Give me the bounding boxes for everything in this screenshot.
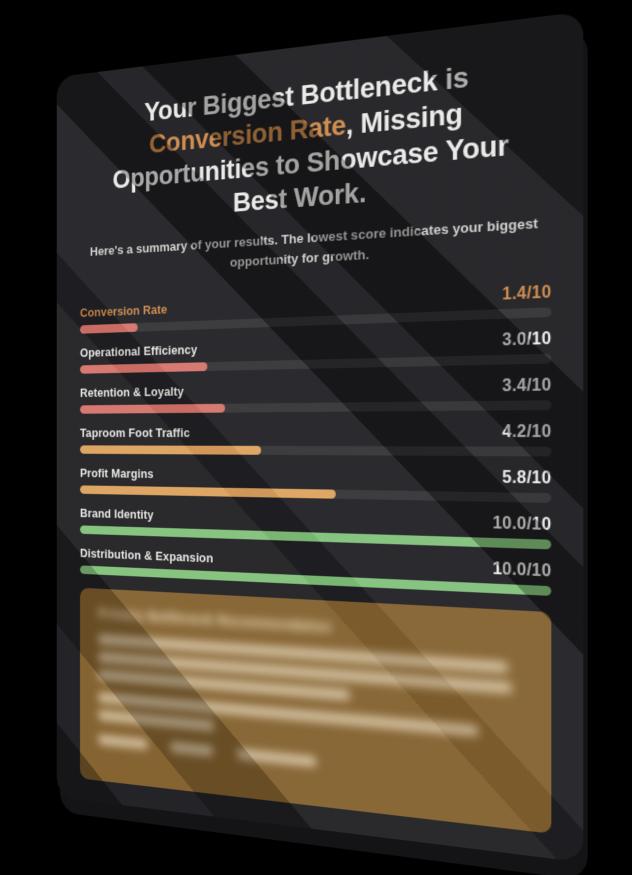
results-header: Your Biggest Bottleneck is Conversion Ra… bbox=[57, 11, 583, 282]
score-row-retention-loyalty: Retention & Loyalty 3.4/10 bbox=[80, 377, 551, 414]
score-label: Distribution & Expansion bbox=[80, 545, 214, 566]
blurred-text-line bbox=[97, 710, 215, 731]
score-row-line: Taproom Foot Traffic 4.2/10 bbox=[80, 423, 551, 442]
results-card: Your Biggest Bottleneck is Conversion Ra… bbox=[56, 11, 584, 863]
score-row-profit-margins: Profit Margins 5.8/10 bbox=[80, 465, 552, 504]
score-label: Taproom Foot Traffic bbox=[80, 425, 190, 441]
blurred-text-line bbox=[97, 734, 148, 750]
score-label: Brand Identity bbox=[80, 505, 154, 523]
score-bar-track bbox=[80, 485, 552, 504]
score-value: 3.0/10 bbox=[502, 330, 552, 350]
score-bar-fill bbox=[80, 445, 261, 455]
score-value: 5.8/10 bbox=[502, 469, 552, 488]
score-value: 1.4/10 bbox=[502, 283, 552, 304]
score-label: Retention & Loyalty bbox=[80, 384, 184, 400]
blurred-text-line bbox=[236, 748, 317, 767]
score-bar-track bbox=[80, 445, 552, 457]
score-bar-fill bbox=[80, 323, 138, 334]
score-value: 10.0/10 bbox=[492, 560, 552, 581]
score-bar-fill bbox=[80, 485, 336, 499]
score-row-operational-efficiency: Operational Efficiency 3.0/10 bbox=[80, 330, 551, 374]
recommendation-blurred-content: Primary Bottleneck Recommendation bbox=[80, 588, 551, 792]
score-row-brand-identity: Brand Identity 10.0/10 bbox=[80, 505, 551, 550]
score-row-distribution-expansion: Distribution & Expansion 10.0/10 bbox=[80, 545, 552, 597]
score-bar-fill bbox=[80, 403, 225, 414]
blurred-text-line bbox=[169, 741, 214, 757]
score-value: 4.2/10 bbox=[502, 423, 552, 442]
page-title: Your Biggest Bottleneck is Conversion Ra… bbox=[91, 52, 536, 231]
score-row-line: Profit Margins 5.8/10 bbox=[80, 465, 551, 489]
score-bar-fill bbox=[80, 362, 207, 374]
score-value: 10.0/10 bbox=[492, 514, 552, 535]
score-value: 3.4/10 bbox=[502, 376, 552, 396]
recommendation-panel: Primary Bottleneck Recommendation bbox=[80, 587, 552, 834]
score-bar-chart: Conversion Rate 1.4/10 Operational Effic… bbox=[80, 284, 552, 597]
score-row-line: Retention & Loyalty 3.4/10 bbox=[80, 377, 551, 402]
score-row-taproom-foot-traffic: Taproom Foot Traffic 4.2/10 bbox=[80, 423, 551, 457]
score-label: Operational Efficiency bbox=[80, 342, 198, 360]
score-label: Profit Margins bbox=[80, 465, 154, 481]
score-bar-track bbox=[80, 400, 552, 414]
score-row-conversion-rate: Conversion Rate 1.4/10 bbox=[80, 284, 551, 334]
score-label: Conversion Rate bbox=[80, 302, 168, 320]
